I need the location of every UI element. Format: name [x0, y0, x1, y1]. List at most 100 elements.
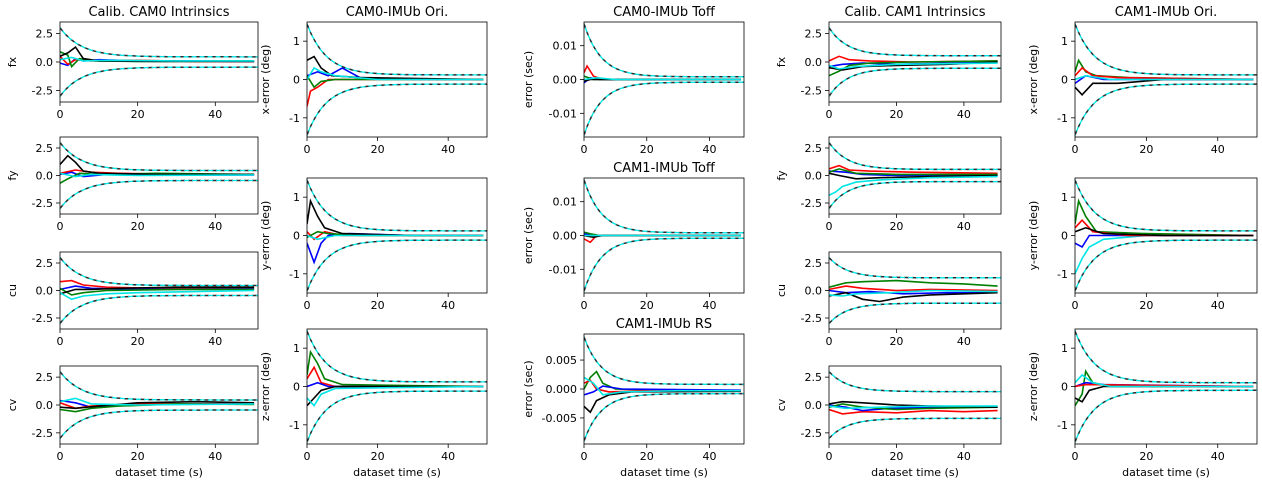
y-axis-label: error (sec) [522, 360, 535, 417]
x-tick-label: 0 [304, 450, 311, 463]
x-tick-label: 20 [640, 299, 654, 312]
x-tick-label: 40 [1211, 450, 1225, 463]
lower-bound-cyan-dashed [829, 67, 1001, 97]
lower-bound-dark-dashed [307, 83, 487, 136]
lower-bound-dark-dashed [829, 180, 1001, 209]
x-tick-label: 40 [441, 143, 455, 156]
y-tick-label: 1 [293, 191, 300, 204]
upper-bound-cyan-dashed [1075, 330, 1257, 384]
subplot: 0 20 40 2.5 0.0 -2.5 Calib. CAM0 Intrinsics fx [6, 5, 259, 121]
lower-bound-dark-dashed [829, 302, 1001, 325]
y-axis-label: fy [6, 170, 19, 181]
y-tick-label: -1 [1057, 268, 1068, 281]
y-tick-label: 2.5 [805, 371, 823, 384]
y-tick-label: -0.005 [542, 412, 577, 425]
subplot: 0 20 40 0.01 0.00 -0.01 CAM0-IMUb Toff error (s… [522, 5, 745, 156]
upper-bound-dark-dashed [307, 330, 487, 383]
x-tick-label: 20 [131, 108, 145, 121]
y-axis-label: z-error (deg) [259, 352, 272, 421]
x-tick-label: 0 [1072, 299, 1079, 312]
y-tick-label: 0 [293, 230, 300, 243]
upper-bound-cyan-dashed [584, 23, 744, 78]
lower-bound-cyan-dashed [584, 81, 744, 136]
subplot: 0 20 40 2.5 0.0 -2.5 cu [6, 251, 259, 348]
series-line [307, 365, 484, 388]
subplot: 0 20 40 1 0 -1 y-error (deg) [259, 177, 488, 312]
series-line [307, 55, 484, 81]
x-tick-label: 20 [640, 143, 654, 156]
y-tick-label: 0.00 [553, 230, 578, 243]
series-line [1075, 226, 1254, 237]
subplot: 0 20 40 1 0 -1 z-error (deg) dataset time (s) [259, 328, 488, 479]
y-axis-label: error (sec) [522, 51, 535, 108]
y-axis-label: y-error (deg) [1027, 201, 1040, 271]
lower-bound-dark-dashed [584, 237, 744, 292]
x-tick-label: 20 [131, 335, 145, 348]
x-tick-label: 20 [1139, 143, 1153, 156]
series-line [829, 291, 998, 303]
upper-bound-cyan-dashed [829, 142, 1001, 171]
y-tick-label: 2.5 [805, 142, 823, 155]
y-tick-label: 0.005 [546, 354, 578, 367]
y-tick-label: 0.01 [553, 40, 578, 53]
y-tick-label: 0 [293, 74, 300, 87]
x-tick-label: 20 [131, 220, 145, 233]
series-line [829, 170, 998, 177]
y-tick-label: 2.5 [805, 27, 823, 40]
y-tick-label: -1 [289, 268, 300, 281]
upper-bound-dark-dashed [829, 256, 1001, 279]
series-line [1075, 66, 1254, 81]
y-tick-label: 2.5 [36, 27, 54, 40]
subplot: 0 20 40 1 0 -1 CAM0-IMUb Ori. x-error (deg) [259, 5, 488, 156]
plot-area [60, 257, 258, 324]
y-tick-label: -2.5 [32, 312, 53, 325]
x-tick-label: 20 [131, 450, 145, 463]
upper-bound-cyan-dashed [60, 27, 258, 58]
y-tick-label: -2.5 [801, 197, 822, 210]
series-line [829, 60, 998, 77]
upper-bound-dark-dashed [584, 336, 744, 386]
x-axis-label: dataset time (s) [115, 466, 203, 479]
lower-bound-cyan-dashed [1075, 389, 1257, 443]
series-line [60, 154, 255, 176]
upper-bound-cyan-dashed [60, 142, 258, 172]
x-tick-label: 0 [57, 220, 64, 233]
series-line [60, 289, 255, 301]
lower-bound-dark-dashed [60, 66, 258, 97]
lower-bound-dark-dashed [307, 239, 487, 292]
y-tick-label: 0.0 [36, 170, 54, 183]
y-tick-label: -2.5 [801, 312, 822, 325]
series-line [60, 287, 255, 296]
chart-title: CAM0-IMUb Toff [613, 5, 716, 20]
plot-area [584, 23, 744, 136]
subplot: 0 20 40 1 0 -1 y-error (deg) [1027, 177, 1258, 312]
plot-area [829, 371, 1001, 439]
x-tick-label: 20 [371, 450, 385, 463]
chart-title: Calib. CAM1 Intrinsics [844, 5, 985, 20]
upper-bound-cyan-dashed [829, 27, 1001, 57]
lower-bound-cyan-dashed [307, 390, 487, 443]
plot-area [60, 371, 258, 439]
series-line [1075, 385, 1254, 403]
upper-bound-dark-dashed [584, 179, 744, 234]
subplot: 0 20 40 0.01 0.00 -0.01 CAM1-IMUb Toff error (s… [522, 161, 745, 312]
y-tick-label: -2.5 [801, 427, 822, 440]
series-line [829, 289, 998, 297]
upper-bound-dark-dashed [60, 371, 258, 401]
x-tick-label: 0 [581, 143, 588, 156]
lower-bound-cyan-dashed [60, 179, 258, 209]
x-tick-label: 0 [826, 450, 833, 463]
series-line [60, 172, 255, 178]
y-tick-label: 1 [293, 35, 300, 48]
chart-title: CAM1-IMUb RS [616, 317, 712, 332]
x-tick-label: 0 [1072, 143, 1079, 156]
subplot: 0 20 40 2.5 0.0 -2.5 Calib. CAM1 Intrinsics fx [775, 5, 1002, 121]
upper-bound-dark-dashed [307, 23, 487, 76]
plot-area [584, 336, 744, 442]
x-tick-label: 20 [371, 143, 385, 156]
y-tick-label: -0.01 [549, 107, 577, 120]
x-tick-label: 0 [826, 220, 833, 233]
lower-bound-dark-dashed [307, 390, 487, 443]
upper-bound-dark-dashed [307, 179, 487, 232]
x-tick-label: 40 [957, 108, 971, 121]
